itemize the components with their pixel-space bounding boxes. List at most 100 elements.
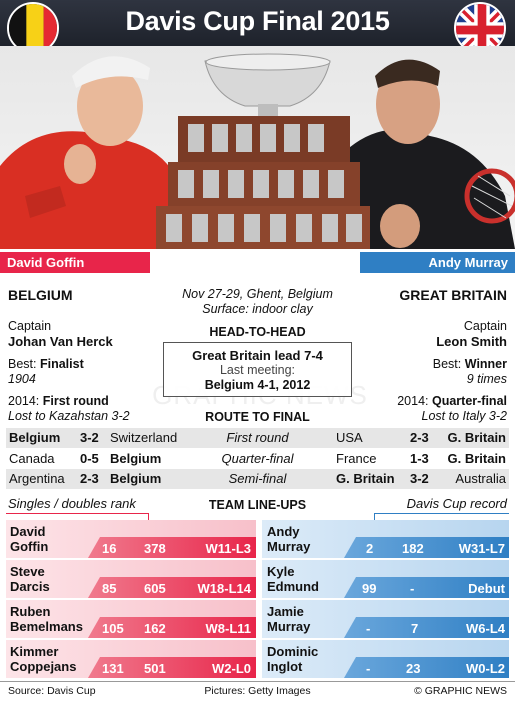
right-captain-label: Captain [463,319,507,333]
davis-cup-record: W31-L7 [458,541,505,556]
caption-rule-right [374,513,509,514]
header-bar [0,0,515,46]
davis-cup-record: W0-L2 [466,661,505,676]
route-right-team: Australia [455,471,506,486]
singles-rank: 105 [102,621,124,636]
lineup-row-right: Andy Murray 2 182 W31-L7 [262,520,509,558]
singles-doubles-caption: Singles / doubles rank [8,496,136,511]
right-best-label: Best: [432,357,462,371]
route-row: Canada 0-5 Belgium Quarter-final France … [6,449,509,469]
lineup-row-left: Kimmer Coppejans 131 501 W2-L0 [6,640,256,678]
player-first-name: David [10,524,46,539]
lineup-row-left: David Goffin 16 378 W11-L3 [6,520,256,558]
singles-rank: 131 [102,661,124,676]
doubles-rank: 378 [144,541,166,556]
route-left-opp: Belgium [110,471,162,486]
davis-cup-record: W11-L3 [205,541,251,556]
route-left-score: 2-3 [80,471,99,486]
stats-bar [88,617,256,638]
left-best-label: Best: [8,357,37,371]
last-meeting-value: Belgium 4-1, 2012 [204,378,311,392]
doubles-rank: 501 [144,661,166,676]
stats-bar [344,657,509,678]
left-captain-label: Captain [8,319,52,333]
page-title: Davis Cup Final 2015 [125,6,390,36]
footer-source: Source: Davis Cup [8,685,96,697]
event-surface: Surface: indoor clay [202,302,313,316]
doubles-rank: - [410,581,415,596]
murray-photo [340,59,515,249]
route-round: First round [226,430,289,445]
davis-cup-record: W8-L11 [205,621,251,636]
player-last-name: Bemelmans [10,619,83,634]
singles-rank: 85 [102,581,117,596]
right-2014: 2014: Quarter-final [397,394,507,409]
footer-rule [0,681,515,682]
route-left-opp: Switzerland [110,430,178,445]
right-best: Best: Winner [433,357,507,372]
right-country: GREAT BRITAIN [399,287,507,303]
route-right-score: 3-2 [410,471,429,486]
route-left-team: Argentina [9,471,65,486]
right-2014-label: 2014: [397,394,429,408]
h2h-title: HEAD-TO-HEAD [209,325,306,339]
left-best-value: Finalist [39,357,84,371]
caption-tick-left [148,513,149,521]
player-last-name: Goffin [10,539,49,554]
players-trophy-illustration [0,53,515,249]
player-name-left: David Goffin [0,252,150,273]
right-best-value: Winner [464,357,507,371]
route-left-score: 0-5 [80,451,99,466]
stats-bar [344,617,509,638]
footer-pictures: Pictures: Getty Images [204,685,311,697]
doubles-rank: 182 [402,541,424,556]
player-last-name: Darcis [10,579,50,594]
left-2014-label: 2014: [8,394,40,408]
player-first-name: Jamie [267,604,304,619]
doubles-rank: 162 [144,621,166,636]
lineup-row-left: Ruben Bemelmans 105 162 W8-L11 [6,600,256,638]
belgium-flag-icon [7,2,59,54]
player-first-name: Kyle [267,564,295,579]
route-left-opp: Belgium [110,451,162,466]
divider [0,249,515,252]
route-row: Argentina 2-3 Belgium Semi-final G. Brit… [6,469,509,489]
doubles-rank: 23 [406,661,421,676]
player-last-name: Edmund [267,579,319,594]
player-last-name: Coppejans [10,659,77,674]
player-first-name: Kimmer [10,644,59,659]
footer-credit: © GRAPHIC NEWS [414,685,507,697]
last-meeting-label: Last meeting: [219,363,296,377]
left-2014-value: First round [42,394,109,408]
davis-cup-record: W2-L0 [212,661,251,676]
player-last-name: Murray [267,619,311,634]
right-2014-note: Lost to Italy 3-2 [421,409,507,423]
singles-rank: 16 [102,541,117,556]
route-right-team: G. Britain [447,451,506,466]
singles-rank: 99 [362,581,377,596]
route-left-team: Canada [9,451,55,466]
h2h-value: Great Britain lead 7-4 [192,348,323,363]
lineup-row-right: Kyle Edmund 99 - Debut [262,560,509,598]
davis-cup-record: W18-L14 [197,581,251,596]
caption-tick-right [374,513,375,521]
davis-cup-record-caption: Davis Cup record [406,496,507,511]
left-2014-note: Lost to Kazahstan 3-2 [8,409,130,423]
right-2014-value: Quarter-final [431,394,507,408]
player-first-name: Ruben [10,604,51,619]
route-right-score: 1-3 [410,451,429,466]
route-right-score: 2-3 [410,430,429,445]
route-row: Belgium 3-2 Switzerland First round USA … [6,428,509,448]
doubles-rank: 605 [144,581,166,596]
lineup-row-right: Jamie Murray - 7 W6-L4 [262,600,509,638]
left-best: Best: Finalist [8,357,84,372]
stats-bar [344,537,509,558]
lineup-row-right: Dominic Inglot - 23 W0-L2 [262,640,509,678]
right-captain: Leon Smith [436,334,507,349]
player-last-name: Murray [267,539,311,554]
route-right-opp: USA [336,430,363,445]
player-first-name: Steve [10,564,45,579]
left-captain: Johan Van Herck [8,334,113,349]
caption-rule-left [6,513,149,514]
event-dates: Nov 27-29, Ghent, Belgium [182,287,333,301]
